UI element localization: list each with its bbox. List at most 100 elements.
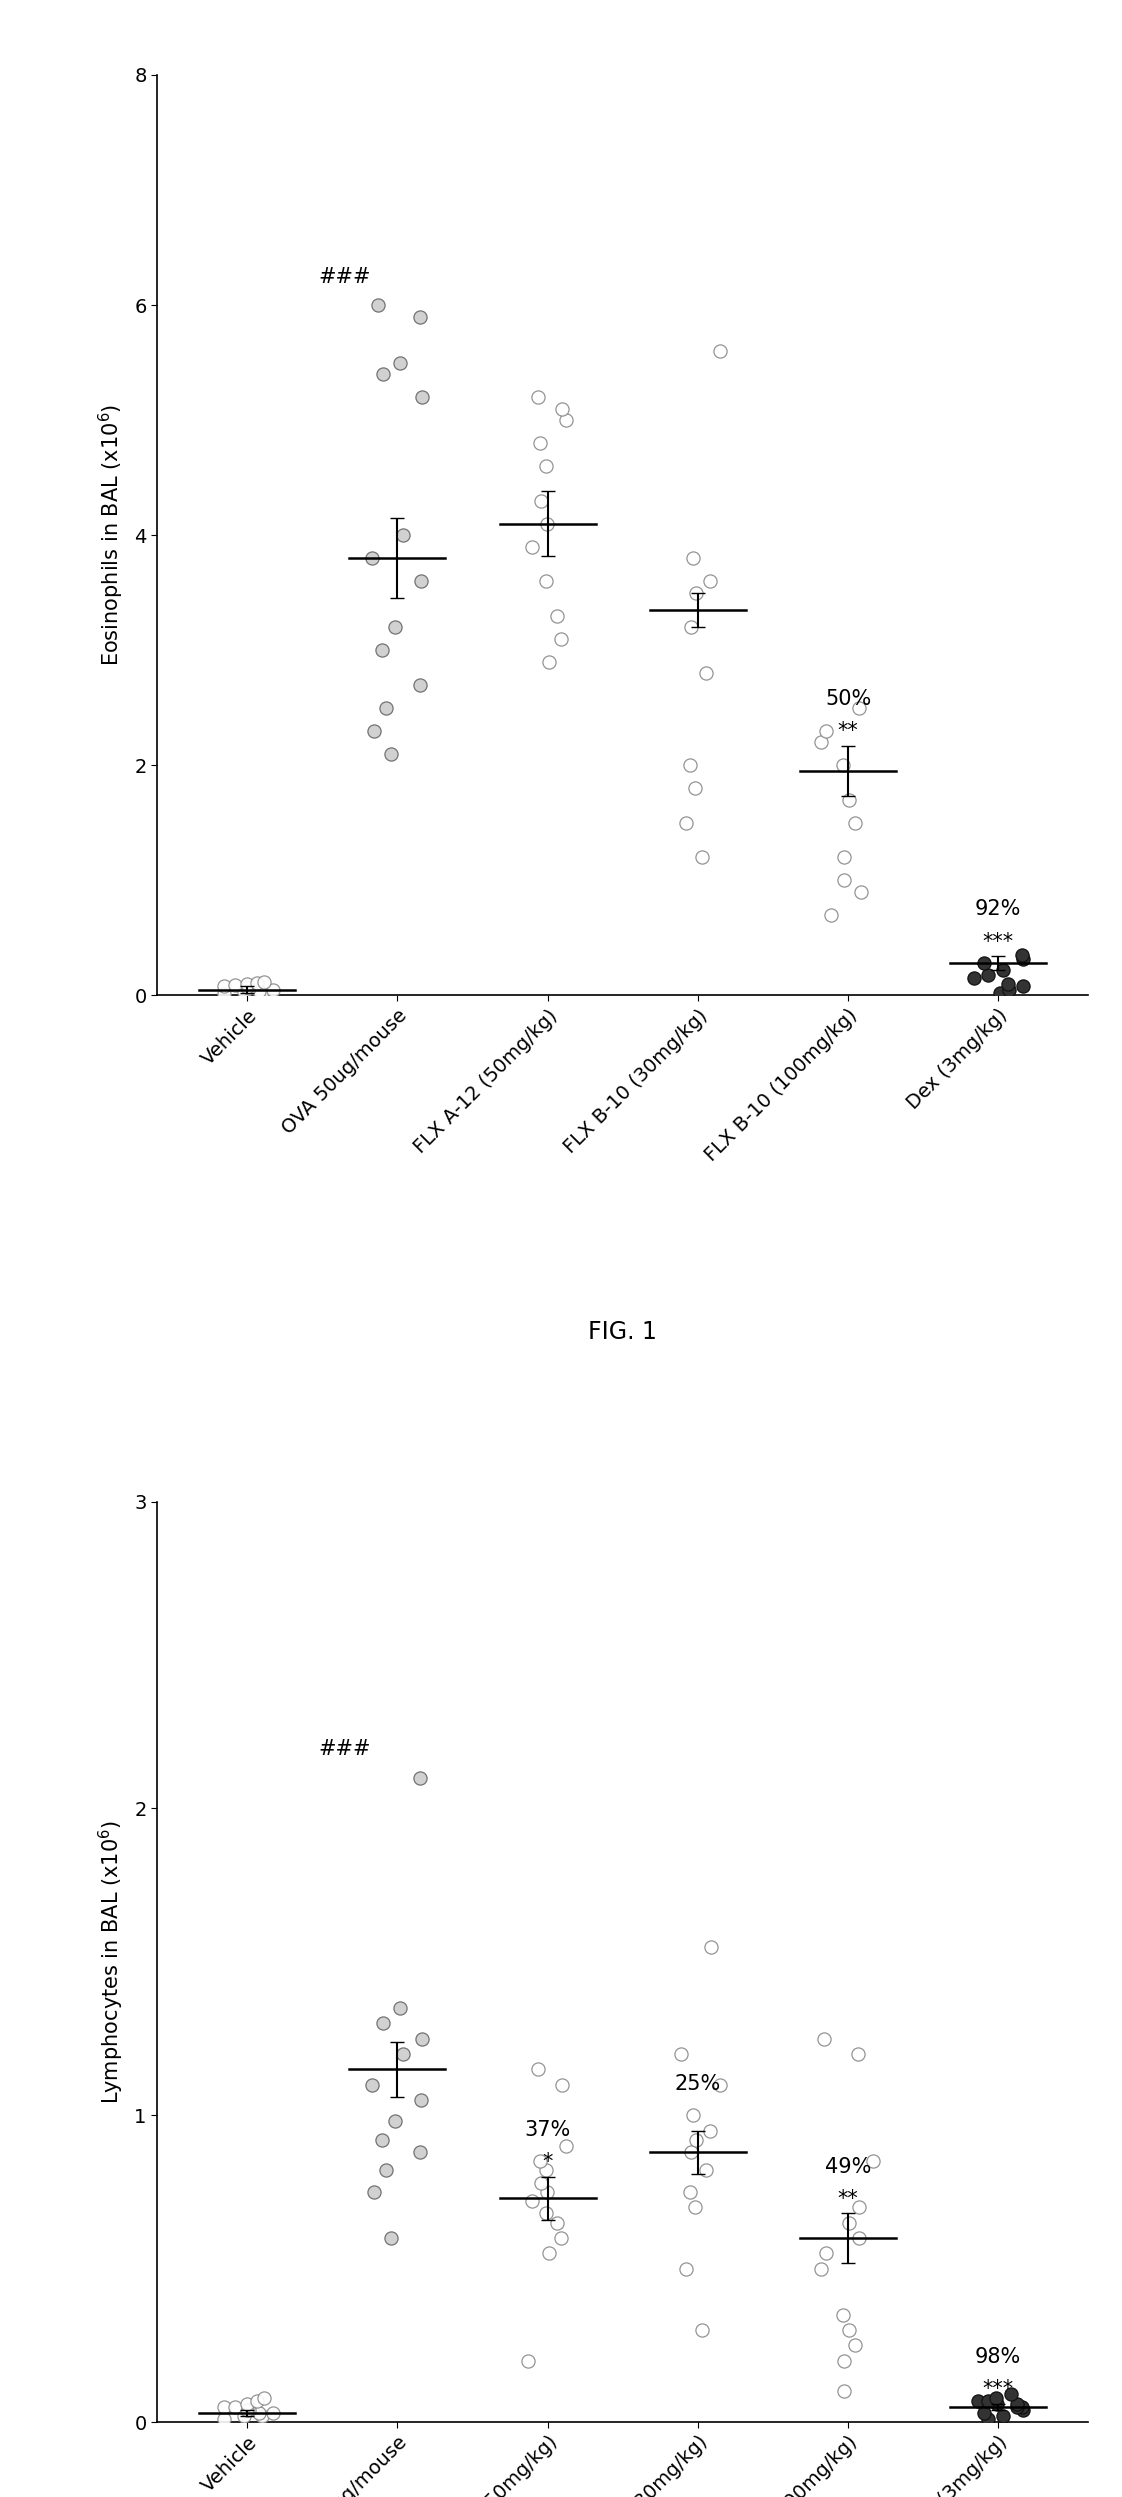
Point [681, 744, 699, 784]
Point [548, 2202, 565, 2242]
Point [815, 2018, 833, 2058]
Point [215, 974, 233, 1014]
Point [411, 297, 429, 337]
Point [978, 2380, 996, 2420]
Point [248, 2380, 266, 2420]
Text: ***: *** [983, 931, 1014, 951]
Point [226, 964, 243, 1004]
Point [965, 959, 983, 999]
Text: ###: ### [319, 267, 371, 287]
Y-axis label: Eosinophils in BAL (x10$^{6}$): Eosinophils in BAL (x10$^{6}$) [96, 405, 126, 667]
Point [969, 2380, 987, 2420]
Point [539, 504, 557, 544]
Point [369, 285, 387, 325]
Point [411, 2132, 429, 2172]
Point [226, 2387, 243, 2427]
Point [411, 664, 429, 704]
Point [365, 2172, 383, 2212]
Point [684, 539, 702, 579]
Point [215, 2400, 233, 2440]
Point [537, 2150, 555, 2190]
Point [1013, 936, 1031, 976]
Point [413, 2018, 431, 2058]
Point [539, 2172, 557, 2212]
Point [835, 836, 853, 876]
Point [412, 562, 430, 602]
Point [698, 654, 716, 694]
Point [412, 2080, 430, 2120]
Point [846, 2325, 864, 2365]
Point [701, 562, 719, 602]
Point [849, 2187, 867, 2227]
Point [250, 971, 268, 1011]
Text: ###: ### [319, 1740, 371, 1760]
Point [978, 2400, 996, 2440]
Point [238, 2390, 256, 2430]
Point [234, 971, 252, 1011]
Point [537, 447, 555, 487]
Point [238, 966, 256, 1006]
Point [850, 687, 868, 727]
Text: 50%: 50% [825, 689, 871, 709]
Point [394, 514, 412, 554]
Point [864, 2142, 882, 2182]
Point [840, 2310, 858, 2350]
Point [386, 2102, 404, 2142]
Point [682, 2132, 700, 2172]
Point [978, 954, 996, 994]
Point [413, 377, 431, 417]
Point [846, 804, 864, 844]
Point [687, 2187, 705, 2227]
Point [238, 964, 256, 1004]
Point [392, 1988, 410, 2028]
Point [849, 2035, 867, 2075]
Point [264, 2392, 282, 2432]
Point [381, 2217, 399, 2257]
Point [835, 861, 853, 901]
Text: **: ** [838, 722, 858, 742]
Text: *: * [542, 2152, 553, 2172]
Point [552, 2217, 570, 2257]
Point [991, 974, 1009, 1014]
Point [377, 687, 395, 727]
Point [687, 769, 705, 809]
Point [711, 332, 729, 372]
Point [817, 712, 835, 752]
Point [682, 607, 700, 647]
Point [852, 871, 870, 911]
Point [362, 2065, 380, 2105]
Point [523, 527, 541, 567]
Point [238, 2385, 256, 2425]
Point [374, 2003, 392, 2043]
Point [254, 2397, 272, 2437]
Point [553, 2065, 571, 2105]
Point [835, 2340, 853, 2380]
Point [394, 2035, 412, 2075]
Point [373, 629, 390, 669]
Point [255, 2377, 273, 2417]
Point [374, 355, 392, 395]
Point [677, 804, 695, 844]
Point [702, 1928, 720, 1968]
Point [681, 2172, 699, 2212]
Point [553, 390, 571, 429]
Point [392, 342, 410, 382]
Point [1014, 939, 1032, 979]
Point [537, 2192, 555, 2232]
Point [975, 2392, 993, 2432]
Point [692, 2310, 710, 2350]
Point [1008, 2385, 1026, 2425]
Text: 37%: 37% [524, 2120, 571, 2140]
Point [812, 722, 830, 762]
Point [386, 607, 404, 647]
Point [528, 377, 546, 417]
Point [840, 2202, 858, 2242]
Point [835, 2295, 853, 2335]
Point [557, 2125, 574, 2165]
Text: 25%: 25% [674, 2075, 721, 2095]
Point [1014, 2390, 1032, 2430]
Point [528, 2050, 546, 2090]
Point [540, 2232, 558, 2272]
Point [381, 734, 399, 774]
Point [373, 2120, 390, 2160]
